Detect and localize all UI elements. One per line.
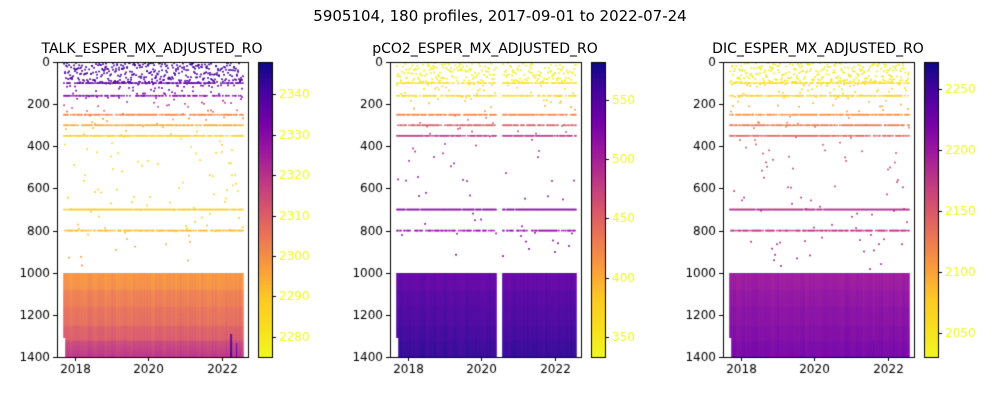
figure-title: 5905104, 180 profiles, 2017-09-01 to 202… <box>313 7 687 25</box>
subplot-title-dic: DIC_ESPER_MX_ADJUSTED_RO <box>712 41 924 57</box>
subplot-title-talk: TALK_ESPER_MX_ADJUSTED_RO <box>41 41 263 57</box>
subplot-title-pco2: pCO2_ESPER_MX_ADJUSTED_RO <box>372 41 598 57</box>
